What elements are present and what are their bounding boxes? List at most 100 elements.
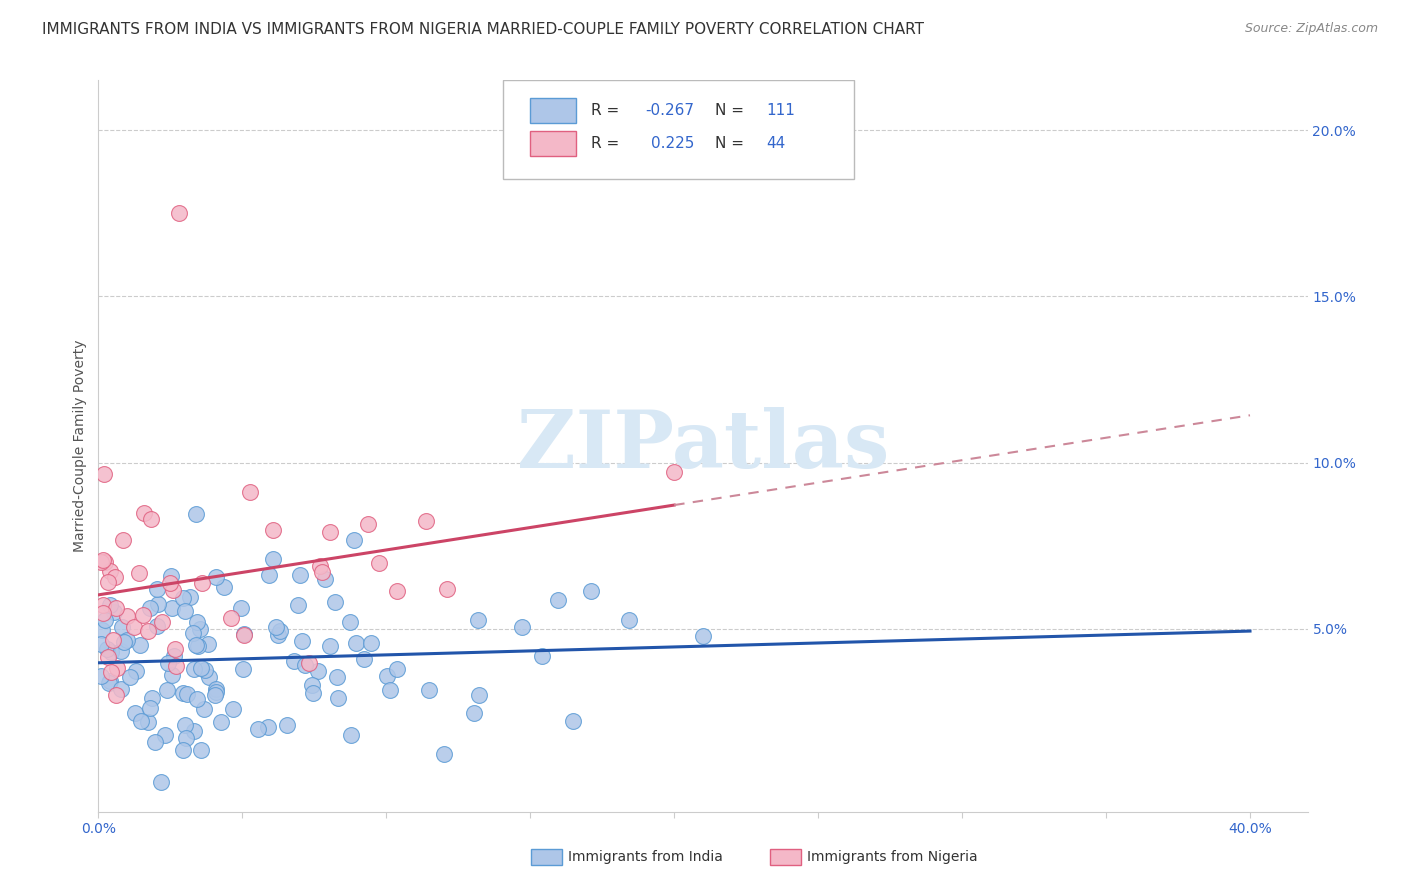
Point (132, 608, 155, 623)
Point (136, 624, 159, 639)
Point (110, 644, 132, 658)
Point (91, 606, 114, 620)
Point (160, 601, 183, 615)
Point (97, 650, 120, 665)
Point (163, 642, 186, 657)
Point (156, 683, 179, 698)
Point (367, 556, 389, 570)
Point (617, 613, 640, 627)
Point (319, 524, 342, 539)
Point (128, 638, 150, 652)
Point (90, 668, 112, 682)
Text: Immigrants from Nigeria: Immigrants from Nigeria (807, 850, 977, 864)
Point (269, 624, 291, 638)
Point (93, 555, 115, 569)
Point (188, 622, 211, 636)
FancyBboxPatch shape (530, 131, 576, 156)
Point (91, 598, 114, 612)
Point (172, 591, 194, 605)
Point (93, 552, 115, 566)
Point (209, 714, 232, 729)
Text: 0.225: 0.225 (651, 136, 695, 152)
Point (579, 584, 602, 599)
Point (283, 654, 305, 668)
Point (146, 598, 169, 612)
Point (173, 604, 195, 618)
Point (339, 615, 361, 630)
Point (162, 583, 184, 598)
Point (174, 718, 197, 732)
Point (146, 582, 169, 596)
Point (257, 720, 280, 734)
Point (375, 669, 398, 683)
Point (309, 559, 332, 574)
Point (111, 533, 134, 548)
Text: IMMIGRANTS FROM INDIA VS IMMIGRANTS FROM NIGERIA MARRIED-COUPLE FAMILY POVERTY C: IMMIGRANTS FROM INDIA VS IMMIGRANTS FROM… (42, 22, 924, 37)
Point (143, 735, 166, 749)
Point (112, 635, 135, 649)
Point (184, 507, 207, 521)
Point (172, 686, 194, 700)
Point (157, 656, 180, 670)
Point (124, 706, 146, 720)
Point (232, 626, 254, 640)
Point (172, 743, 194, 757)
Point (436, 582, 458, 596)
Point (104, 689, 127, 703)
Point (159, 575, 181, 590)
Point (159, 569, 181, 583)
Point (181, 626, 204, 640)
Point (385, 662, 408, 676)
Point (232, 628, 254, 642)
Point (132, 506, 155, 520)
Point (163, 648, 186, 663)
Point (276, 718, 298, 732)
Point (91, 623, 114, 637)
Point (101, 632, 124, 647)
Point (222, 702, 245, 716)
Point (115, 632, 138, 647)
Point (257, 568, 280, 582)
Point (98, 564, 121, 578)
Point (301, 678, 323, 692)
Point (138, 600, 160, 615)
Text: N =: N = (716, 136, 744, 152)
Point (97, 575, 120, 590)
Point (319, 640, 342, 654)
Point (186, 638, 208, 652)
Point (314, 572, 336, 586)
Text: Immigrants from India: Immigrants from India (568, 850, 723, 864)
Point (562, 714, 585, 729)
Point (294, 657, 316, 672)
Point (262, 523, 284, 537)
Point (94, 613, 117, 627)
Point (219, 610, 242, 624)
Point (183, 723, 205, 738)
Point (176, 686, 198, 700)
Point (468, 688, 491, 702)
Point (186, 615, 208, 630)
Point (263, 552, 285, 566)
Point (96, 641, 118, 656)
Text: N =: N = (716, 103, 744, 118)
Point (343, 533, 366, 547)
FancyBboxPatch shape (503, 80, 855, 179)
Point (433, 747, 456, 761)
Point (149, 775, 172, 789)
Point (141, 691, 163, 706)
Point (463, 706, 485, 720)
FancyBboxPatch shape (530, 98, 576, 123)
Point (187, 639, 209, 653)
Point (115, 608, 138, 623)
Point (415, 514, 437, 528)
Point (266, 620, 288, 634)
Point (287, 599, 309, 613)
Point (186, 692, 208, 706)
Point (160, 667, 183, 681)
Point (190, 743, 212, 757)
Point (90, 555, 112, 569)
Y-axis label: Married-Couple Family Poverty: Married-Couple Family Poverty (73, 340, 87, 552)
Text: 111: 111 (766, 103, 794, 118)
Point (138, 701, 160, 715)
Point (339, 728, 361, 742)
